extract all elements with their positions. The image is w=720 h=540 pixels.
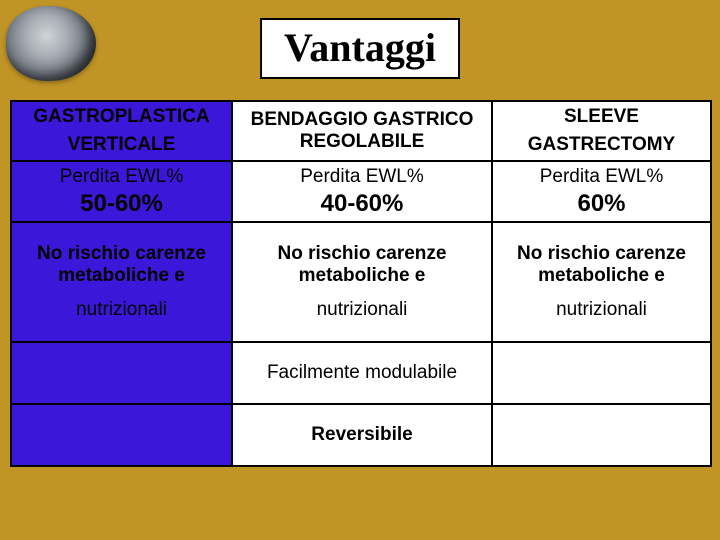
header-col3-line1: SLEEVE — [564, 106, 639, 127]
ewl-value-2: 40-60% — [239, 190, 485, 218]
header-col1-line1: GASTROPLASTICA — [33, 106, 209, 127]
ewl-label-3: Perdita EWL% — [499, 166, 704, 188]
extra1-cell-1 — [11, 342, 232, 404]
header-col3-line2: GASTRECTOMY — [499, 134, 704, 156]
ewl-label-2: Perdita EWL% — [239, 166, 485, 188]
header-col3: SLEEVE GASTRECTOMY — [492, 101, 711, 161]
extra-mid-1: Facilmente modulabile — [267, 362, 457, 383]
ewl-value-3: 60% — [499, 190, 704, 218]
risk-line1-2: No rischio carenze metaboliche e — [239, 243, 485, 287]
table-header-row: GASTROPLASTICA VERTICALE BENDAGGIO GASTR… — [11, 101, 711, 161]
ewl-cell-3: Perdita EWL% 60% — [492, 161, 711, 222]
header-col1-line2: VERTICALE — [18, 134, 225, 156]
extra1-cell-3 — [492, 342, 711, 404]
ewl-value-1: 50-60% — [18, 190, 225, 218]
slide: Vantaggi GASTROPLASTICA VERTICALE BENDAG… — [0, 0, 720, 540]
extra-mid-2: Reversibile — [311, 424, 412, 445]
risk-line1-1: No rischio carenze metaboliche e — [18, 243, 225, 287]
title-box: Vantaggi — [260, 18, 460, 79]
ewl-row: Perdita EWL% 50-60% Perdita EWL% 40-60% … — [11, 161, 711, 222]
ewl-label-1: Perdita EWL% — [18, 166, 225, 188]
header-col2: BENDAGGIO GASTRICO REGOLABILE — [232, 101, 492, 161]
risk-row: No rischio carenze metaboliche e nutrizi… — [11, 222, 711, 342]
extra2-cell-3 — [492, 404, 711, 466]
ewl-cell-1: Perdita EWL% 50-60% — [11, 161, 232, 222]
extra2-cell-2: Reversibile — [232, 404, 492, 466]
risk-line2-1: nutrizionali — [18, 299, 225, 321]
risk-line2-2: nutrizionali — [239, 299, 485, 321]
slide-title: Vantaggi — [284, 25, 436, 70]
risk-line1-3: No rischio carenze metaboliche e — [499, 243, 704, 287]
header-col2-line1: BENDAGGIO GASTRICO REGOLABILE — [251, 109, 474, 152]
extra-row-2: Reversibile — [11, 404, 711, 466]
comparison-table: GASTROPLASTICA VERTICALE BENDAGGIO GASTR… — [10, 100, 712, 467]
header-col1: GASTROPLASTICA VERTICALE — [11, 101, 232, 161]
risk-cell-1: No rischio carenze metaboliche e nutrizi… — [11, 222, 232, 342]
extra-row-1: Facilmente modulabile — [11, 342, 711, 404]
ewl-cell-2: Perdita EWL% 40-60% — [232, 161, 492, 222]
risk-cell-3: No rischio carenze metaboliche e nutrizi… — [492, 222, 711, 342]
risk-line2-3: nutrizionali — [499, 299, 704, 321]
risk-cell-2: No rischio carenze metaboliche e nutrizi… — [232, 222, 492, 342]
extra1-cell-2: Facilmente modulabile — [232, 342, 492, 404]
globe-logo — [6, 6, 96, 81]
extra2-cell-1 — [11, 404, 232, 466]
